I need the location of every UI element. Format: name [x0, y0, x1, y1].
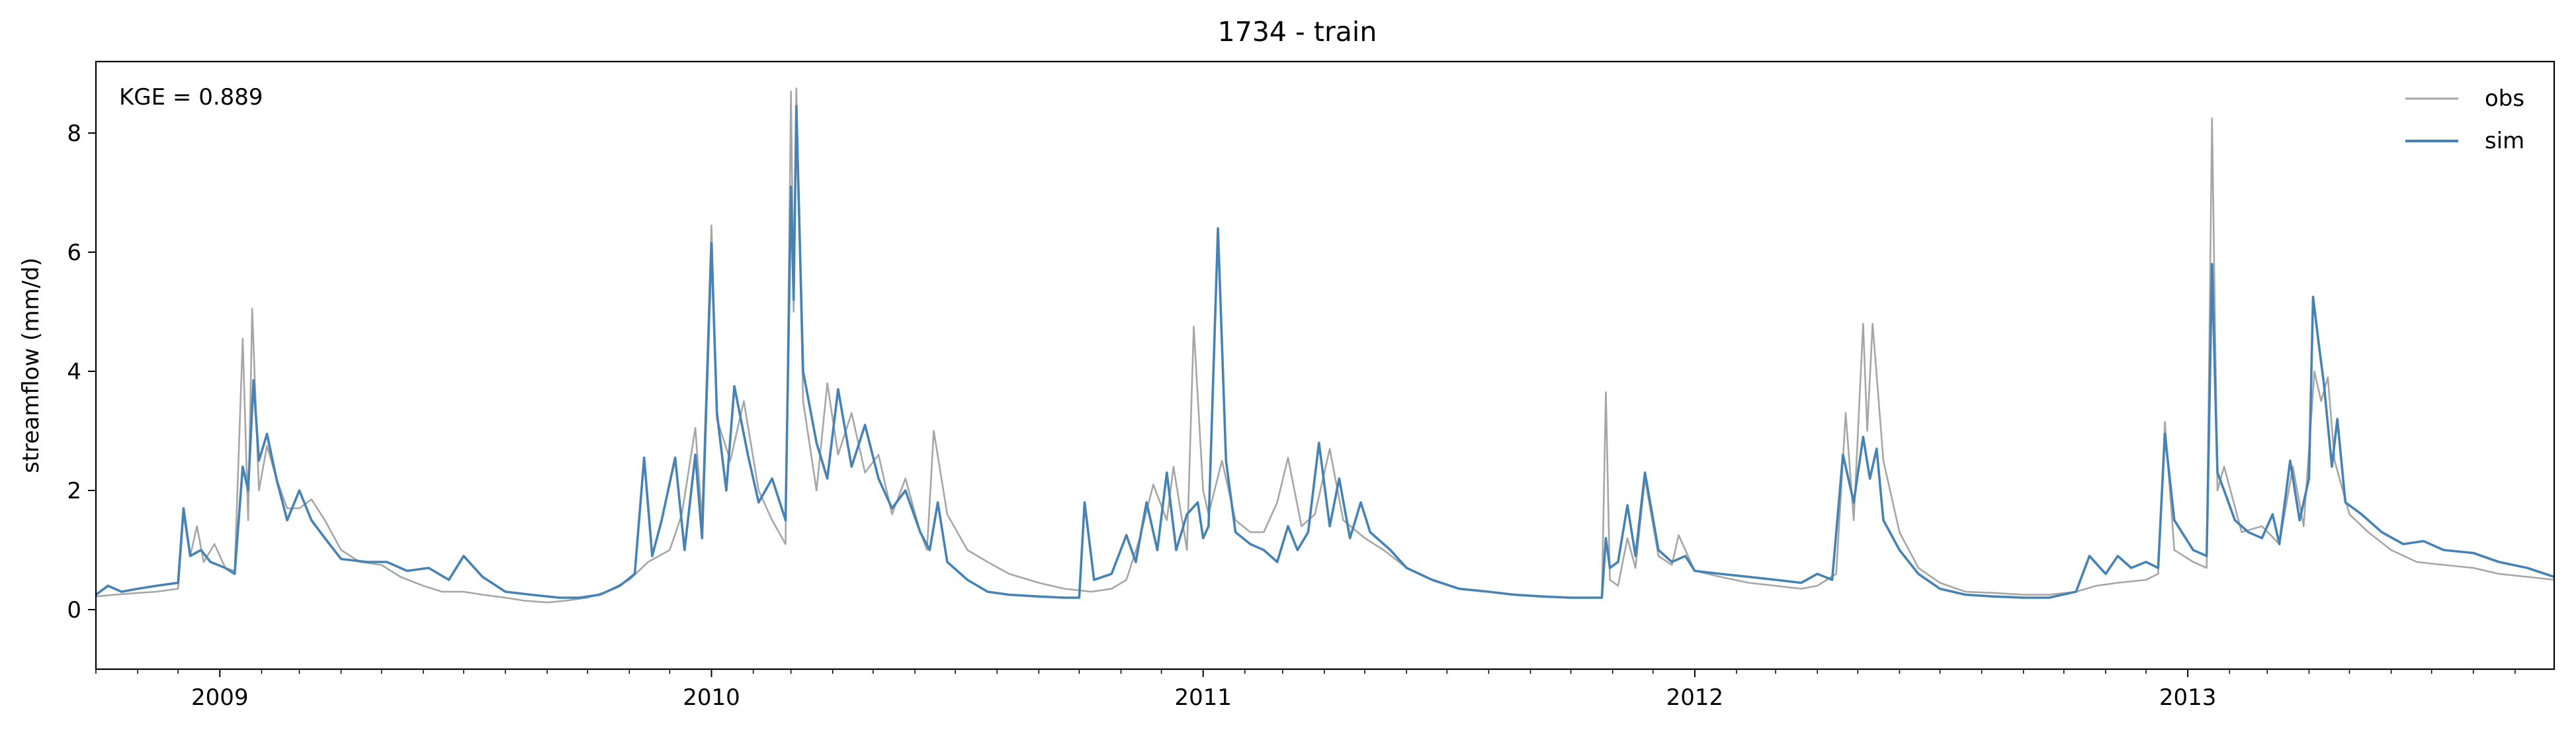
- x-axis: 2009 2010 2011 2012 2013: [95, 669, 2516, 711]
- x-tick-label: 2010: [683, 684, 740, 711]
- x-tick-label: 2009: [191, 684, 249, 711]
- chart-title: 1734 - train: [1218, 16, 1377, 48]
- y-axis-label: streamflow (mm/d): [18, 257, 44, 473]
- x-tick-label: 2012: [1666, 684, 1724, 711]
- y-tick-label: 4: [67, 359, 81, 385]
- x-tick-label: 2013: [2159, 684, 2217, 711]
- y-axis: 0 2 4 6 8: [67, 120, 96, 624]
- y-tick-label: 8: [67, 120, 81, 147]
- series-line-sim: [95, 105, 2555, 599]
- legend-obs-label: obs: [2485, 85, 2524, 112]
- x-tick-label: 2011: [1174, 684, 1232, 711]
- kge-annotation: KGE = 0.889: [119, 84, 263, 111]
- legend: obs sim: [2405, 85, 2524, 154]
- plot-area: [95, 87, 2555, 604]
- y-tick-label: 2: [67, 478, 81, 504]
- legend-sim-label: sim: [2485, 128, 2524, 154]
- axes-frame: [95, 60, 2555, 671]
- y-tick-label: 6: [67, 240, 81, 266]
- y-tick-label: 0: [67, 597, 81, 624]
- series-line-obs: [95, 87, 2555, 604]
